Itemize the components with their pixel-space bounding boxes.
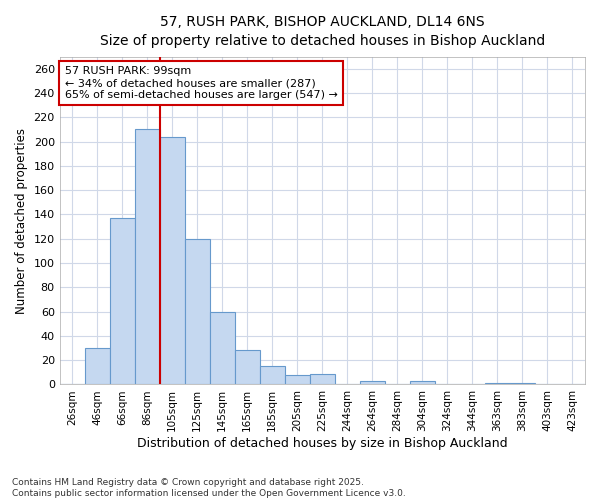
Bar [235,350,260,384]
Bar [160,137,185,384]
Title: 57, RUSH PARK, BISHOP AUCKLAND, DL14 6NS
Size of property relative to detached h: 57, RUSH PARK, BISHOP AUCKLAND, DL14 6NS… [100,15,545,48]
Bar [135,130,160,384]
Text: Contains HM Land Registry data © Crown copyright and database right 2025.
Contai: Contains HM Land Registry data © Crown c… [12,478,406,498]
Bar [285,374,310,384]
Bar [485,383,510,384]
Text: 57 RUSH PARK: 99sqm
← 34% of detached houses are smaller (287)
65% of semi-detac: 57 RUSH PARK: 99sqm ← 34% of detached ho… [65,66,338,100]
Bar [260,366,285,384]
Bar [85,348,110,385]
Bar [185,238,210,384]
Y-axis label: Number of detached properties: Number of detached properties [15,128,28,314]
X-axis label: Distribution of detached houses by size in Bishop Auckland: Distribution of detached houses by size … [137,437,508,450]
Bar [310,374,335,384]
Bar [110,218,135,384]
Bar [410,381,435,384]
Bar [360,381,385,384]
Bar [510,383,535,384]
Bar [210,312,235,384]
